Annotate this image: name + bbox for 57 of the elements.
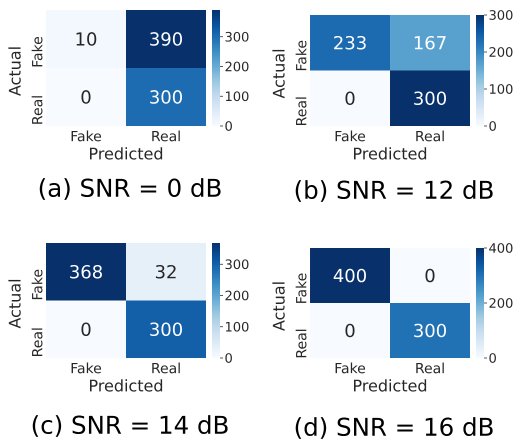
text: (a) SNR = 0 dB	[40, 178, 221, 200]
data-label: 300	[414, 324, 446, 338]
y-tick-label: Fake	[296, 273, 306, 303]
color-bar-label: 100	[490, 84, 512, 94]
x-tick-label: Fake	[72, 130, 102, 142]
data-label: 0	[81, 90, 91, 104]
x-tick-label: Real	[152, 362, 180, 374]
data-label: 0	[425, 268, 435, 282]
text: (b) SNR = 12 dB	[296, 180, 493, 202]
y-axis-title: Actual	[8, 47, 21, 96]
data-label: 400	[334, 268, 366, 282]
x-axis-title: Predicted	[354, 379, 426, 392]
y-tick-label: Real	[32, 96, 42, 124]
color-bar-label: 0	[489, 353, 496, 363]
data-label: 368	[70, 264, 102, 279]
data-label: 0	[345, 324, 355, 338]
color-bar-label: 0	[225, 353, 232, 363]
color-bar-label: 300	[226, 259, 248, 270]
data-label: 167	[414, 36, 446, 50]
data-label: 0	[345, 91, 355, 106]
color-bar-label: 200	[225, 62, 248, 72]
data-label: 390	[150, 32, 182, 46]
y-tick-label: Real	[32, 328, 42, 356]
data-label: 300	[414, 91, 446, 106]
text: (d) SNR = 16 dB	[296, 417, 493, 439]
x-tick-label: Fake	[336, 362, 366, 374]
y-tick-label: Fake	[32, 270, 42, 300]
x-axis-title: Predicted	[354, 147, 426, 160]
color-bar-label: 0	[489, 121, 496, 131]
y-axis-title: Actual	[272, 50, 285, 98]
data-label: 10	[76, 32, 96, 46]
x-axis-title: Predicted	[90, 379, 162, 392]
x-tick-label: Real	[416, 130, 444, 142]
x-tick-label: Fake	[336, 130, 366, 142]
data-label: 300	[150, 322, 182, 336]
text: (c) SNR = 14 dB	[32, 415, 228, 437]
color-bar-label: 300	[490, 10, 512, 20]
x-axis-title: Predicted	[90, 147, 162, 160]
x-tick-label: Fake	[72, 362, 102, 374]
x-tick-label: Real	[416, 362, 444, 374]
data-label: 32	[156, 264, 176, 279]
color-bar-label: 200	[489, 298, 512, 308]
color-bar-label: 100	[226, 322, 248, 332]
data-label: 233	[334, 36, 366, 50]
y-axis-title: Actual	[272, 282, 285, 331]
data-label: 0	[81, 322, 91, 336]
color-bar-label: 0	[225, 121, 232, 131]
color-bar-label: 200	[225, 290, 248, 300]
y-axis-title: Actual	[8, 280, 21, 328]
x-tick-label: Real	[152, 130, 180, 142]
color-bar-label: 400	[489, 243, 512, 253]
data-label: 300	[150, 90, 182, 104]
color-bar-label: 200	[489, 47, 512, 57]
color-bar-label: 300	[226, 32, 248, 42]
y-tick-label: Fake	[296, 40, 306, 70]
y-tick-label: Fake	[32, 36, 42, 66]
color-bar-label: 100	[226, 91, 248, 102]
